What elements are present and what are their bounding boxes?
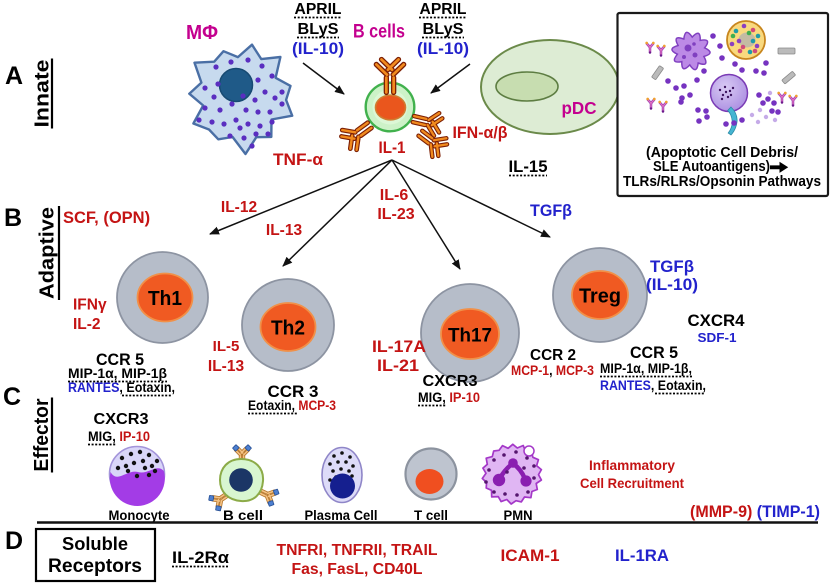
svg-text:IL-23: IL-23 xyxy=(377,206,414,223)
svg-text:CCR 2: CCR 2 xyxy=(530,347,576,364)
svg-text:(IL-10): (IL-10) xyxy=(292,40,344,58)
svg-text:Inflammatory: Inflammatory xyxy=(589,457,675,473)
svg-text:SDF-1: SDF-1 xyxy=(698,330,737,345)
svg-text:Plasma Cell: Plasma Cell xyxy=(305,508,378,523)
svg-text:IL-1: IL-1 xyxy=(379,139,406,157)
svg-text:Th2: Th2 xyxy=(271,317,305,340)
svg-text:TNFRI, TNFRII, TRAIL: TNFRI, TNFRII, TRAIL xyxy=(277,542,438,559)
svg-text:TGFβ: TGFβ xyxy=(650,258,694,276)
svg-text:BLyS: BLyS xyxy=(298,21,339,38)
svg-text:IL-17A: IL-17A xyxy=(372,338,426,356)
svg-text:TLRs/RLRs/Opsonin Pathways: TLRs/RLRs/Opsonin Pathways xyxy=(623,174,821,190)
svg-text:Eotaxin, MCP-3: Eotaxin, MCP-3 xyxy=(248,398,336,413)
svg-text:IL-12: IL-12 xyxy=(221,199,257,216)
svg-text:CXCR3: CXCR3 xyxy=(423,373,478,390)
svg-text:MIP-1α, MIP-1β,: MIP-1α, MIP-1β, xyxy=(600,361,692,376)
svg-text:TNF-α: TNF-α xyxy=(273,150,324,169)
svg-text:Monocyte: Monocyte xyxy=(109,508,170,523)
svg-text:C: C xyxy=(3,383,21,411)
svg-text:(IL-10): (IL-10) xyxy=(646,276,698,294)
svg-text:IL-13: IL-13 xyxy=(266,222,303,239)
svg-text:RANTES, Eotaxin,: RANTES, Eotaxin, xyxy=(600,378,706,393)
svg-text:B cell: B cell xyxy=(223,508,263,523)
svg-text:PMN: PMN xyxy=(504,508,533,523)
svg-text:RANTES, Eotaxin,: RANTES, Eotaxin, xyxy=(68,380,175,395)
svg-text:MIG, IP-10: MIG, IP-10 xyxy=(88,429,150,444)
svg-text:T cell: T cell xyxy=(414,508,448,523)
svg-text:Receptors: Receptors xyxy=(48,556,142,577)
svg-text:IL-2: IL-2 xyxy=(73,316,101,333)
svg-text:B cells: B cells xyxy=(353,22,405,43)
svg-text:CXCR3: CXCR3 xyxy=(94,411,149,428)
svg-text:IL-6: IL-6 xyxy=(380,187,409,204)
svg-text:MCP-1, MCP-3: MCP-1, MCP-3 xyxy=(511,363,594,378)
svg-text:SCF, (OPN): SCF, (OPN) xyxy=(63,209,150,227)
svg-text:IL-2Rα: IL-2Rα xyxy=(172,548,230,567)
svg-text:Effector: Effector xyxy=(30,398,53,471)
svg-text:IFN-α/β: IFN-α/β xyxy=(453,124,508,142)
svg-text:A: A xyxy=(5,62,23,90)
svg-text:pDC: pDC xyxy=(562,98,597,118)
svg-text:MΦ: MΦ xyxy=(186,22,218,44)
svg-text:CXCR4: CXCR4 xyxy=(688,312,746,330)
svg-text:Th1: Th1 xyxy=(148,287,182,310)
svg-text:Adaptive: Adaptive xyxy=(36,207,59,299)
svg-text:Soluble: Soluble xyxy=(62,533,128,554)
svg-text:MIG, IP-10: MIG, IP-10 xyxy=(418,390,480,405)
svg-text:CCR 5: CCR 5 xyxy=(96,351,144,369)
svg-text:(MMP-9) (TIMP-1): (MMP-9) (TIMP-1) xyxy=(690,503,820,521)
svg-text:APRIL: APRIL xyxy=(420,1,467,18)
svg-text:ICAM-1: ICAM-1 xyxy=(501,547,560,565)
svg-text:Th17: Th17 xyxy=(448,325,492,347)
svg-text:IL-1RA: IL-1RA xyxy=(615,547,669,565)
svg-text:MIP-1α, MIP-1β: MIP-1α, MIP-1β xyxy=(68,366,167,381)
svg-text:IL-15: IL-15 xyxy=(509,158,548,176)
svg-text:IL-5: IL-5 xyxy=(213,338,240,355)
svg-text:CCR 5: CCR 5 xyxy=(630,344,678,362)
svg-text:Innate: Innate xyxy=(31,60,54,128)
svg-text:IFNγ: IFNγ xyxy=(73,297,107,314)
svg-text:CCR 3: CCR 3 xyxy=(268,382,319,401)
svg-text:APRIL: APRIL xyxy=(295,1,342,18)
svg-text:SLE Autoantigens): SLE Autoantigens) xyxy=(653,159,770,175)
svg-text:D: D xyxy=(5,527,23,555)
svg-text:Fas, FasL, CD40L: Fas, FasL, CD40L xyxy=(292,561,423,578)
svg-text:Cell Recruitment: Cell Recruitment xyxy=(580,475,684,491)
svg-text:B: B xyxy=(4,204,22,232)
svg-text:(IL-10): (IL-10) xyxy=(417,40,469,58)
svg-text:BLyS: BLyS xyxy=(423,21,464,38)
svg-text:IL-21: IL-21 xyxy=(377,357,419,375)
svg-text:(Apoptotic Cell Debris/: (Apoptotic Cell Debris/ xyxy=(646,145,798,161)
svg-text:TGFβ: TGFβ xyxy=(530,202,572,220)
svg-text:IL-13: IL-13 xyxy=(208,358,245,375)
svg-text:Treg: Treg xyxy=(579,285,621,308)
